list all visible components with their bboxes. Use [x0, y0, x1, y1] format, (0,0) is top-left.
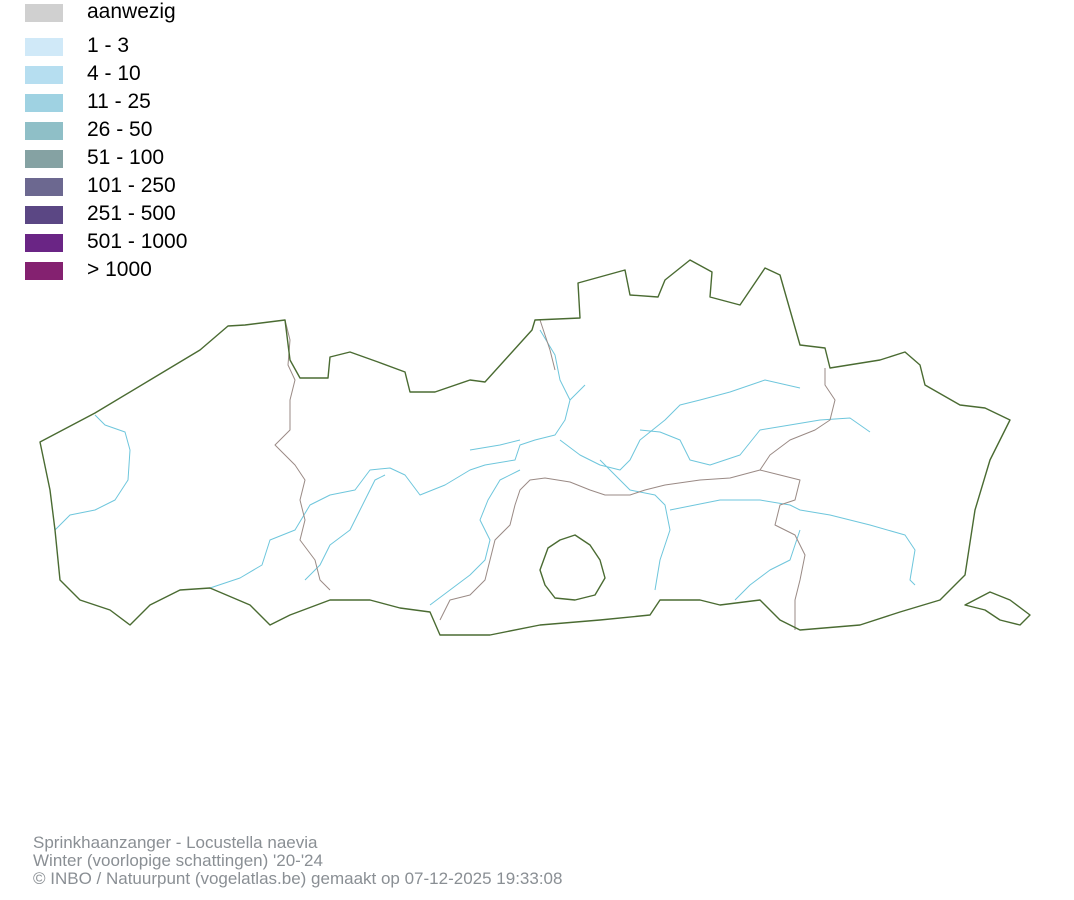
- legend-swatch: [25, 206, 63, 224]
- brussels-boundary: [539, 534, 606, 601]
- legend-item: aanwezig: [25, 0, 285, 23]
- river: [54, 329, 916, 606]
- legend-swatch: [25, 150, 63, 168]
- legend-swatch: [25, 4, 63, 22]
- legend-item: 1 - 3: [25, 34, 285, 57]
- legend-item: 501 - 1000: [25, 230, 285, 253]
- legend-swatch: [25, 122, 63, 140]
- legend-swatch: [25, 234, 63, 252]
- legend-label: 101 - 250: [87, 174, 176, 197]
- legend-label: 26 - 50: [87, 118, 153, 141]
- legend-swatch: [25, 262, 63, 280]
- legend-label: aanwezig: [87, 0, 176, 23]
- legend-label: 11 - 25: [87, 90, 151, 113]
- legend-item: 4 - 10: [25, 62, 285, 85]
- legend-label: 4 - 10: [87, 62, 141, 85]
- province-boundary: [274, 319, 836, 630]
- season-subtitle: Winter (voorlopige schattingen) '20-'24: [33, 851, 323, 870]
- legend-item: 101 - 250: [25, 174, 285, 197]
- legend-item: 26 - 50: [25, 118, 285, 141]
- legend-item: 51 - 100: [25, 146, 285, 169]
- legend-label: 1 - 3: [87, 34, 130, 57]
- legend-label: 51 - 100: [87, 146, 165, 169]
- legend-label: 501 - 1000: [87, 230, 188, 253]
- map-caption: Sprinkhaanzanger - Locustella naevia Win…: [33, 834, 562, 888]
- legend-item: 251 - 500: [25, 202, 285, 225]
- species-title: Sprinkhaanzanger - Locustella naevia: [33, 833, 318, 852]
- legend-swatch: [25, 66, 63, 84]
- legend-label: 251 - 500: [87, 202, 176, 225]
- legend-swatch: [25, 94, 63, 112]
- legend-item: > 1000: [25, 258, 285, 281]
- legend-item: 11 - 25: [25, 90, 285, 113]
- legend-swatch: [25, 178, 63, 196]
- flanders-boundary: [39, 259, 1031, 636]
- copyright: © INBO / Natuurpunt (vogelatlas.be) gema…: [33, 869, 563, 888]
- legend-label: > 1000: [87, 258, 152, 281]
- legend-swatch: [25, 38, 63, 56]
